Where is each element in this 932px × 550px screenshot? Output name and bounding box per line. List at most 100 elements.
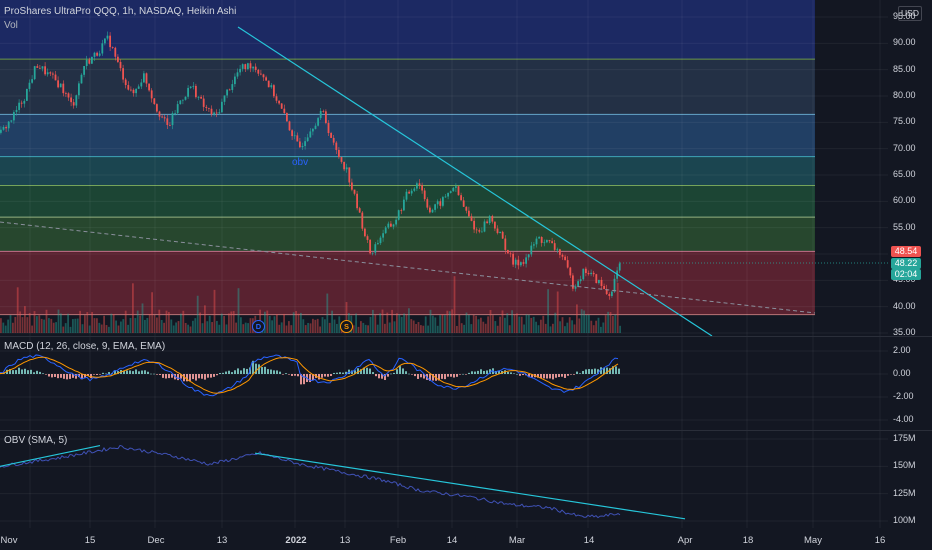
candle	[75, 95, 78, 106]
macd-histogram-bar	[615, 366, 617, 374]
volume-bar	[57, 309, 60, 333]
candle	[520, 262, 522, 266]
volume-bar	[559, 321, 561, 333]
candle	[54, 74, 57, 81]
macd-histogram-bar	[543, 374, 545, 379]
volume-bar	[280, 322, 283, 333]
macd-histogram-bar	[381, 374, 383, 379]
volume-bar	[153, 314, 156, 333]
candle	[600, 279, 603, 287]
macd-histogram-bar	[489, 369, 491, 374]
volume-bar	[292, 312, 295, 333]
macd-histogram-bar	[612, 366, 614, 374]
candle	[517, 259, 520, 266]
obv-chart[interactable]	[0, 431, 932, 528]
volume-bar	[436, 325, 439, 333]
candle	[109, 35, 111, 48]
macd-histogram-bar	[342, 372, 344, 374]
candle	[468, 210, 470, 217]
macd-histogram-bar	[372, 372, 374, 374]
candle	[343, 161, 345, 170]
volume-bar	[319, 326, 321, 333]
macd-histogram-bar	[357, 368, 359, 374]
volume-bar	[405, 314, 408, 333]
volume-bar	[441, 314, 444, 333]
volume-bar	[604, 315, 607, 333]
macd-histogram-bar	[72, 374, 74, 378]
candle	[156, 104, 158, 112]
macd-histogram-bar	[591, 369, 593, 374]
macd-histogram-bar	[105, 373, 107, 375]
volume-bar	[444, 315, 446, 333]
macd-histogram-bar	[519, 374, 521, 376]
candle	[67, 93, 70, 98]
macd-chart[interactable]	[0, 337, 932, 430]
volume-bar	[422, 325, 425, 333]
macd-histogram-bar	[369, 368, 371, 374]
macd-histogram-bar	[75, 374, 77, 379]
macd-histogram-bar	[531, 374, 533, 378]
price-tick-label: 40.00	[893, 300, 916, 311]
volume-bar	[204, 305, 206, 333]
volume-bar	[612, 316, 614, 333]
candle	[49, 72, 52, 74]
volume-bar	[122, 319, 125, 333]
candle	[299, 141, 301, 148]
macd-histogram-bar	[576, 371, 578, 374]
pane-separator[interactable]	[0, 430, 932, 431]
macd-histogram-bar	[255, 363, 257, 374]
volume-bar	[386, 312, 389, 333]
volume-bar	[607, 311, 609, 333]
volume-bar	[38, 315, 41, 333]
candle	[455, 186, 457, 188]
volume-bar	[184, 322, 187, 333]
macd-histogram-bar	[273, 370, 275, 374]
obv-pane[interactable]: OBV (SMA, 5) 175M 150M 125M 100M	[0, 431, 932, 528]
macd-histogram-bar	[573, 374, 575, 375]
split-event-icon[interactable]: S	[340, 320, 353, 333]
candle	[0, 129, 2, 133]
currency-button[interactable]: USD	[898, 6, 922, 21]
candle	[260, 73, 262, 75]
candle	[286, 113, 288, 122]
candle	[447, 192, 449, 197]
candle	[296, 135, 299, 142]
last-price-green-tag: 48.22	[891, 258, 921, 269]
candle	[538, 237, 540, 239]
candle	[421, 185, 423, 191]
macd-histogram-bar	[513, 373, 515, 375]
candle	[325, 111, 327, 123]
candle	[566, 260, 569, 268]
volume-bar	[492, 315, 494, 333]
band-3	[0, 185, 815, 218]
candle	[559, 249, 561, 255]
macd-histogram-bar	[159, 374, 161, 375]
candle	[577, 281, 579, 287]
candle	[457, 186, 460, 196]
candle	[293, 135, 296, 137]
macd-histogram-bar	[237, 368, 239, 374]
volume-bar	[338, 316, 341, 333]
candle	[23, 100, 26, 104]
candle	[574, 286, 577, 289]
volume-bar	[561, 317, 564, 333]
macd-histogram-bar	[438, 374, 440, 381]
price-pane[interactable]: ProShares UltraPro QQQ, 1h, NASDAQ, Heik…	[0, 0, 932, 337]
pane-separator[interactable]	[0, 336, 932, 337]
macd-histogram-bar	[222, 372, 224, 374]
candle	[317, 118, 319, 126]
macd-histogram-bar	[333, 372, 335, 374]
last-price-red-tag: 48.54	[891, 246, 921, 257]
volume-bar	[376, 324, 379, 333]
candle	[104, 38, 106, 44]
time-tick-label: Dec	[147, 535, 165, 546]
macd-histogram-bar	[135, 369, 137, 374]
price-chart[interactable]	[0, 0, 932, 336]
candle	[267, 80, 270, 88]
volume-bar	[98, 322, 101, 333]
dividend-event-icon[interactable]: D	[252, 320, 265, 333]
price-axis-bg	[888, 0, 932, 336]
volume-bar	[86, 312, 89, 333]
macd-pane[interactable]: MACD (12, 26, close, 9, EMA, EMA) 2.00 0.…	[0, 337, 932, 430]
macd-histogram-bar	[318, 374, 320, 380]
